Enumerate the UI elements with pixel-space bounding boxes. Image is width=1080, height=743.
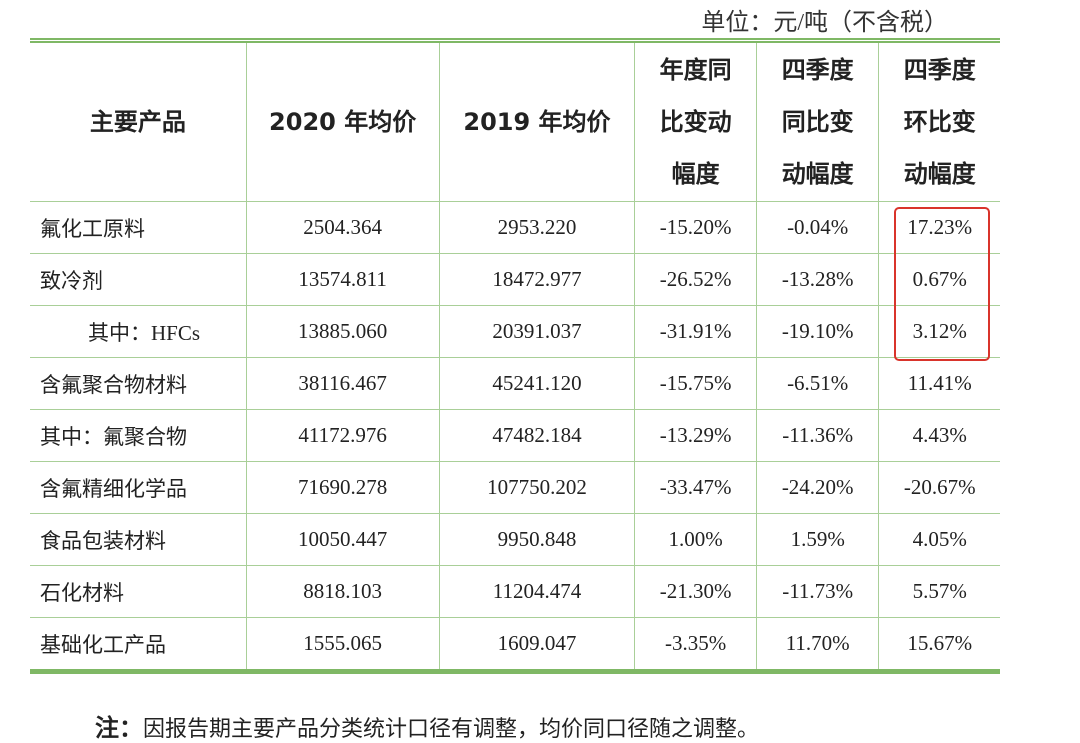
- product-cell: 其中：HFCs: [30, 305, 247, 358]
- note-label: 注：: [95, 714, 143, 742]
- price-table: 主要产品 2020 年均价 2019 年均价 年度同比变动幅度 四季度同比变动幅度 四季度…: [30, 38, 1000, 674]
- value-cell: 20391.037: [438, 305, 636, 358]
- product-cell: 基础化工产品: [30, 617, 247, 672]
- value-cell: 41172.976: [245, 409, 440, 462]
- header-text: 四季度同比变动幅度: [781, 56, 854, 188]
- value-cell: 3.12%: [878, 305, 1000, 358]
- value-cell: 13574.811: [245, 253, 440, 306]
- value-cell: 71690.278: [245, 461, 440, 514]
- value-cell: -20.67%: [878, 461, 1000, 514]
- value-cell: -31.91%: [634, 305, 757, 358]
- table-row: 其中：HFCs 13885.060 20391.037 -31.91% -19.10% 3…: [30, 305, 1000, 358]
- value-cell: -3.35%: [634, 617, 757, 672]
- product-cell: 含氟聚合物材料: [30, 357, 247, 410]
- value-cell: 9950.848: [438, 513, 636, 566]
- value-cell: 38116.467: [245, 357, 440, 410]
- value-cell: 45241.120: [438, 357, 636, 410]
- value-cell: 1555.065: [245, 617, 440, 672]
- value-cell: 2504.364: [245, 201, 440, 254]
- value-cell: 11204.474: [438, 565, 636, 618]
- value-cell: -0.04%: [755, 201, 880, 254]
- value-cell: 8818.103: [245, 565, 440, 618]
- value-cell: 15.67%: [878, 617, 1000, 672]
- product-cell: 氟化工原料: [30, 201, 247, 254]
- value-cell: -21.30%: [634, 565, 757, 618]
- value-cell: 47482.184: [438, 409, 636, 462]
- value-cell: 2953.220: [438, 201, 636, 254]
- value-cell: -11.36%: [755, 409, 880, 462]
- table-row: 石化材料 8818.103 11204.474 -21.30% -11.73% 5.57%: [30, 565, 1000, 618]
- header-cell: 四季度同比变动幅度: [755, 40, 880, 202]
- table-body: 氟化工原料 2504.364 2953.220 -15.20% -0.04% 17.23%…: [30, 201, 1000, 672]
- table-row: 含氟聚合物材料 38116.467 45241.120 -15.75% -6.51% 11…: [30, 357, 1000, 410]
- product-cell: 含氟精细化学品: [30, 461, 247, 514]
- value-cell: 5.57%: [878, 565, 1000, 618]
- table-row: 氟化工原料 2504.364 2953.220 -15.20% -0.04% 17.23%: [30, 201, 1000, 254]
- table-row: 食品包装材料 10050.447 9950.848 1.00% 1.59% 4.05%: [30, 513, 1000, 566]
- header-row: 主要产品 2020 年均价 2019 年均价 年度同比变动幅度 四季度同比变动幅度 四季度…: [30, 40, 1000, 202]
- value-cell: 13885.060: [245, 305, 440, 358]
- highlight-box: [894, 207, 990, 361]
- header-cell: 主要产品: [30, 40, 247, 202]
- value-cell: -13.29%: [634, 409, 757, 462]
- table-row: 基础化工产品 1555.065 1609.047 -3.35% 11.70% 15.67%: [30, 617, 1000, 672]
- value-cell: -24.20%: [755, 461, 880, 514]
- value-cell: -11.73%: [755, 565, 880, 618]
- value-cell: -15.75%: [634, 357, 757, 410]
- value-cell: 107750.202: [438, 461, 636, 514]
- value-cell: 4.05%: [878, 513, 1000, 566]
- value-cell: -13.28%: [755, 253, 880, 306]
- footnote: 注：因报告期主要产品分类统计口径有调整，均价同口径随之调整。: [95, 708, 759, 743]
- value-cell: 18472.977: [438, 253, 636, 306]
- product-cell: 食品包装材料: [30, 513, 247, 566]
- value-cell: -26.52%: [634, 253, 757, 306]
- value-cell: -19.10%: [755, 305, 880, 358]
- value-cell: 11.70%: [755, 617, 880, 672]
- table-row: 含氟精细化学品 71690.278 107750.202 -33.47% -24.20%…: [30, 461, 1000, 514]
- note-text: 因报告期主要产品分类统计口径有调整，均价同口径随之调整。: [143, 716, 760, 741]
- value-cell: 4.43%: [878, 409, 1000, 462]
- value-cell: -6.51%: [755, 357, 880, 410]
- table-row: 致冷剂 13574.811 18472.977 -26.52% -13.28% 0.67%: [30, 253, 1000, 306]
- header-text: 年度同比变动幅度: [659, 56, 732, 188]
- value-cell: 1.00%: [634, 513, 757, 566]
- value-cell: 10050.447: [245, 513, 440, 566]
- value-cell: 1.59%: [755, 513, 880, 566]
- product-cell: 其中：氟聚合物: [30, 409, 247, 462]
- header-text: 四季度环比变动幅度: [903, 56, 976, 188]
- value-cell: 11.41%: [878, 357, 1000, 410]
- value-cell: 0.67%: [878, 253, 1000, 306]
- value-cell: 1609.047: [438, 617, 636, 672]
- product-cell: 致冷剂: [30, 253, 247, 306]
- table-row: 其中：氟聚合物 41172.976 47482.184 -13.29% -11.36% 4…: [30, 409, 1000, 462]
- value-cell: -15.20%: [634, 201, 757, 254]
- value-cell: -33.47%: [634, 461, 757, 514]
- product-cell: 石化材料: [30, 565, 247, 618]
- header-cell: 2019 年均价: [438, 40, 636, 202]
- header-cell: 四季度环比变动幅度: [878, 40, 1000, 202]
- unit-label: 单位：元/吨（不含税）: [701, 10, 948, 36]
- header-cell: 2020 年均价: [245, 40, 440, 202]
- header-cell: 年度同比变动幅度: [634, 40, 757, 202]
